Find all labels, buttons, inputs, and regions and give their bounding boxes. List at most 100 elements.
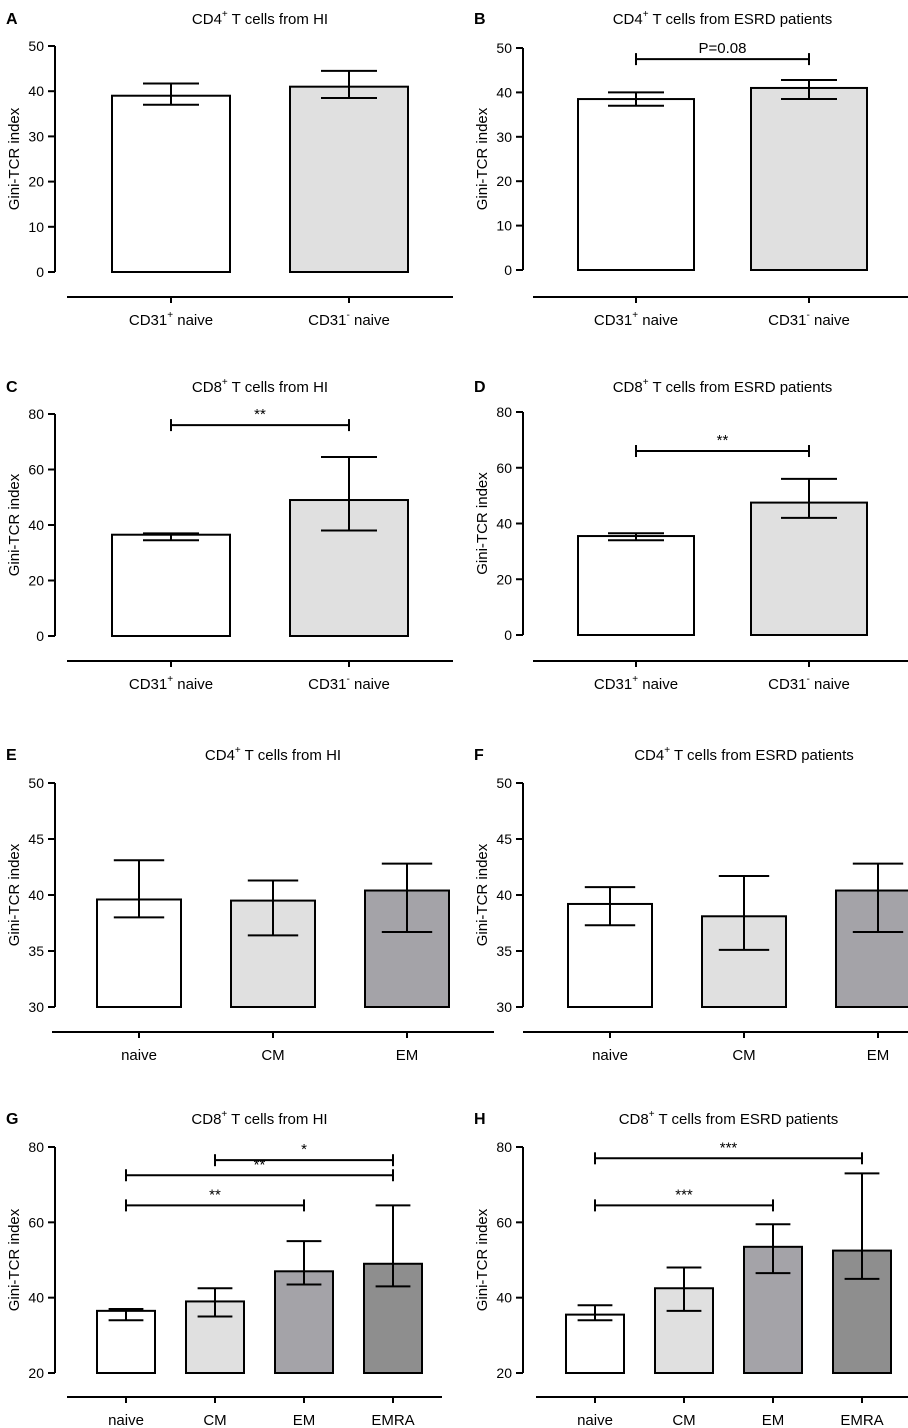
chart-title: CD8+ T cells from ESRD patients bbox=[613, 377, 833, 396]
bar bbox=[274, 1270, 334, 1375]
bar bbox=[577, 535, 695, 637]
x-tick-label: CM bbox=[732, 1047, 755, 1064]
bar bbox=[750, 501, 868, 636]
y-tick-label: 10 bbox=[496, 218, 512, 234]
y-tick-label: 10 bbox=[28, 219, 44, 235]
x-tick-label: CD31+ naive bbox=[594, 674, 678, 693]
y-axis-label: Gini-TCR index bbox=[6, 1208, 23, 1311]
y-tick-label: 60 bbox=[496, 460, 512, 476]
bar bbox=[565, 1313, 625, 1375]
chart-title: CD4+ T cells from HI bbox=[192, 9, 328, 28]
panel-letter: A bbox=[6, 11, 18, 28]
y-tick-label: 40 bbox=[496, 516, 512, 532]
y-tick-label: 50 bbox=[496, 40, 512, 56]
x-tick-label: EMRA bbox=[371, 1412, 414, 1428]
y-tick-label: 80 bbox=[496, 404, 512, 420]
x-tick-label: CD31- naive bbox=[308, 310, 390, 329]
x-tick-label: CD31+ naive bbox=[129, 674, 213, 693]
significance-label: *** bbox=[675, 1186, 693, 1203]
y-tick-label: 45 bbox=[28, 831, 44, 847]
x-tick-label: EM bbox=[293, 1412, 316, 1428]
panel-letter: G bbox=[6, 1111, 18, 1128]
y-tick-label: 60 bbox=[28, 462, 44, 478]
y-tick-label: 80 bbox=[496, 1139, 512, 1155]
x-tick-label: CM bbox=[203, 1412, 226, 1428]
panel-d: D CD8+ T cells from ESRD patients Gini-TCR… bbox=[474, 377, 908, 693]
x-tick-label: CM bbox=[261, 1047, 284, 1064]
y-tick-label: 20 bbox=[28, 1365, 44, 1381]
panel-letter: B bbox=[474, 11, 486, 28]
x-tick-label: CD31- naive bbox=[768, 310, 850, 329]
panel-e: E CD4+ T cells from HI Gini-TCR index 30 35 4… bbox=[6, 745, 494, 1064]
x-tick-label: naive bbox=[121, 1047, 157, 1064]
y-tick-label: 0 bbox=[36, 628, 44, 644]
y-tick-label: 60 bbox=[496, 1214, 512, 1230]
x-tick-label: CD31+ naive bbox=[594, 310, 678, 329]
y-tick-label: 40 bbox=[28, 83, 44, 99]
y-axis-label: Gini-TCR index bbox=[6, 473, 23, 576]
significance-label: ** bbox=[254, 406, 266, 423]
y-tick-label: 0 bbox=[504, 262, 512, 278]
x-tick-label: EMRA bbox=[840, 1412, 883, 1428]
y-tick-label: 20 bbox=[496, 173, 512, 189]
y-tick-label: 40 bbox=[496, 1290, 512, 1306]
y-tick-label: 40 bbox=[28, 517, 44, 533]
panel-letter: D bbox=[474, 379, 486, 396]
y-tick-label: 30 bbox=[28, 128, 44, 144]
y-tick-label: 35 bbox=[496, 943, 512, 959]
y-axis-label: Gini-TCR index bbox=[474, 1208, 491, 1311]
significance-label: ** bbox=[209, 1186, 221, 1203]
y-tick-label: 20 bbox=[496, 571, 512, 587]
x-tick-label: naive bbox=[108, 1412, 144, 1428]
y-tick-label: 20 bbox=[28, 174, 44, 190]
x-tick-label: naive bbox=[577, 1412, 613, 1428]
x-tick-label: naive bbox=[592, 1047, 628, 1064]
y-tick-label: 40 bbox=[496, 84, 512, 100]
y-tick-label: 45 bbox=[496, 831, 512, 847]
bar bbox=[835, 889, 908, 1009]
panel-g: G CD8+ T cells from HI Gini-TCR index 20 40 6… bbox=[6, 1109, 442, 1428]
x-tick-label: CD31- naive bbox=[308, 674, 390, 693]
x-tick-label: CD31- naive bbox=[768, 674, 850, 693]
panel-b: B CD4+ T cells from ESRD patients Gini-TCR… bbox=[474, 9, 908, 329]
y-tick-label: 80 bbox=[28, 406, 44, 422]
x-tick-label: EM bbox=[762, 1412, 785, 1428]
bar bbox=[111, 94, 231, 273]
y-tick-label: 30 bbox=[496, 129, 512, 145]
y-axis-label: Gini-TCR index bbox=[6, 107, 23, 210]
y-tick-label: 0 bbox=[36, 264, 44, 280]
bar bbox=[111, 533, 231, 638]
y-tick-label: 20 bbox=[496, 1365, 512, 1381]
y-tick-label: 30 bbox=[496, 999, 512, 1015]
y-axis-label: Gini-TCR index bbox=[474, 472, 491, 575]
bar bbox=[577, 98, 695, 271]
panel-letter: C bbox=[6, 379, 18, 396]
significance-label: *** bbox=[720, 1139, 738, 1156]
y-axis-label: Gini-TCR index bbox=[474, 107, 491, 210]
y-axis-label: Gini-TCR index bbox=[6, 843, 23, 946]
significance-label: P=0.08 bbox=[699, 40, 747, 57]
y-tick-label: 20 bbox=[28, 573, 44, 589]
y-tick-label: 0 bbox=[504, 627, 512, 643]
y-axis-label: Gini-TCR index bbox=[474, 843, 491, 946]
chart-title: CD4+ T cells from HI bbox=[205, 745, 341, 764]
bar bbox=[750, 86, 868, 271]
y-tick-label: 50 bbox=[28, 775, 44, 791]
y-tick-label: 50 bbox=[496, 775, 512, 791]
panel-letter: F bbox=[474, 747, 484, 764]
significance-label: * bbox=[301, 1141, 307, 1158]
x-tick-label: EM bbox=[396, 1047, 419, 1064]
panel-c: C CD8+ T cells from HI Gini-TCR index 0 20 40… bbox=[6, 377, 453, 693]
significance-label: ** bbox=[254, 1156, 266, 1173]
y-tick-label: 35 bbox=[28, 943, 44, 959]
y-tick-label: 40 bbox=[28, 1290, 44, 1306]
y-tick-label: 40 bbox=[496, 887, 512, 903]
chart-title: CD8+ T cells from HI bbox=[192, 377, 328, 396]
y-tick-label: 40 bbox=[28, 887, 44, 903]
y-tick-label: 50 bbox=[28, 38, 44, 54]
x-tick-label: EM bbox=[867, 1047, 890, 1064]
y-tick-label: 80 bbox=[28, 1139, 44, 1155]
x-tick-label: CD31+ naive bbox=[129, 310, 213, 329]
panel-a: A CD4+ T cells from HI Gini-TCR index 0 10 20… bbox=[6, 9, 453, 329]
